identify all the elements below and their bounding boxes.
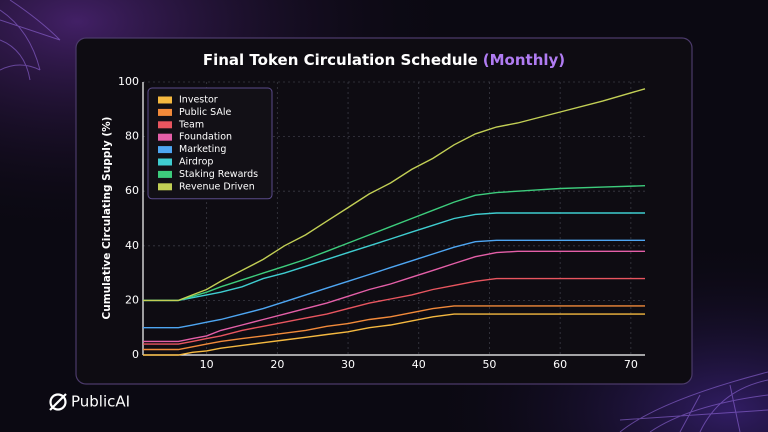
legend-label: Airdrop	[179, 157, 213, 168]
legend-label: Staking Rewards	[179, 169, 258, 180]
y-tick-label: 0	[132, 348, 139, 361]
title-suffix: (Monthly)	[483, 51, 565, 69]
legend-label: Revenue Driven	[179, 181, 255, 192]
x-tick-label: 20	[270, 358, 284, 371]
x-tick-label: 10	[200, 358, 214, 371]
legend-swatch	[158, 133, 172, 141]
data-line	[143, 185, 646, 302]
data-line	[143, 88, 646, 302]
y-axis-label: Cumulative Circulating Supply (%)	[101, 117, 113, 320]
brand: PublicAI	[49, 393, 130, 411]
y-tick-label: 40	[125, 239, 139, 252]
legend-swatch	[158, 121, 172, 129]
y-tick-label: 100	[118, 75, 139, 88]
legend-swatch	[158, 183, 172, 191]
x-tick-label: 70	[624, 358, 638, 371]
y-tick-label: 20	[125, 293, 139, 306]
legend-swatch	[158, 96, 172, 104]
x-tick-label: 50	[482, 358, 496, 371]
brand-logo	[49, 393, 67, 411]
legend-swatch	[158, 108, 172, 116]
data-line	[143, 313, 645, 356]
plot-area: 0 20 40 60 80 100 10 20 30 40 50 60 70 InvestorPublic…	[118, 75, 646, 371]
legend-swatch	[158, 170, 172, 178]
legend-label: Marketing	[179, 144, 226, 155]
data-line	[143, 277, 645, 345]
legend-label: Team	[178, 119, 204, 130]
y-tick-label: 80	[125, 130, 139, 143]
legend-label: Investor	[179, 95, 218, 106]
legend-label: Foundation	[179, 132, 232, 143]
brand-name: PublicAI	[71, 393, 130, 411]
legend-swatch	[158, 158, 172, 166]
legend-label: Public SAle	[179, 107, 231, 118]
brand-logo	[49, 393, 67, 411]
x-tick-label: 60	[553, 358, 567, 371]
data-line	[143, 239, 645, 329]
data-line	[143, 305, 645, 351]
legend-box	[147, 87, 273, 200]
chart-title: Final Token Circulation Schedule (Monthly…	[203, 51, 565, 69]
legend-swatch	[158, 146, 172, 154]
data-line	[143, 212, 645, 302]
y-tick-label: 60	[125, 184, 139, 197]
title-text: Final Token Circulation Schedule	[203, 51, 478, 69]
x-tick-label: 40	[412, 358, 426, 371]
data-line	[143, 250, 645, 343]
x-tick-label: 30	[341, 358, 355, 371]
